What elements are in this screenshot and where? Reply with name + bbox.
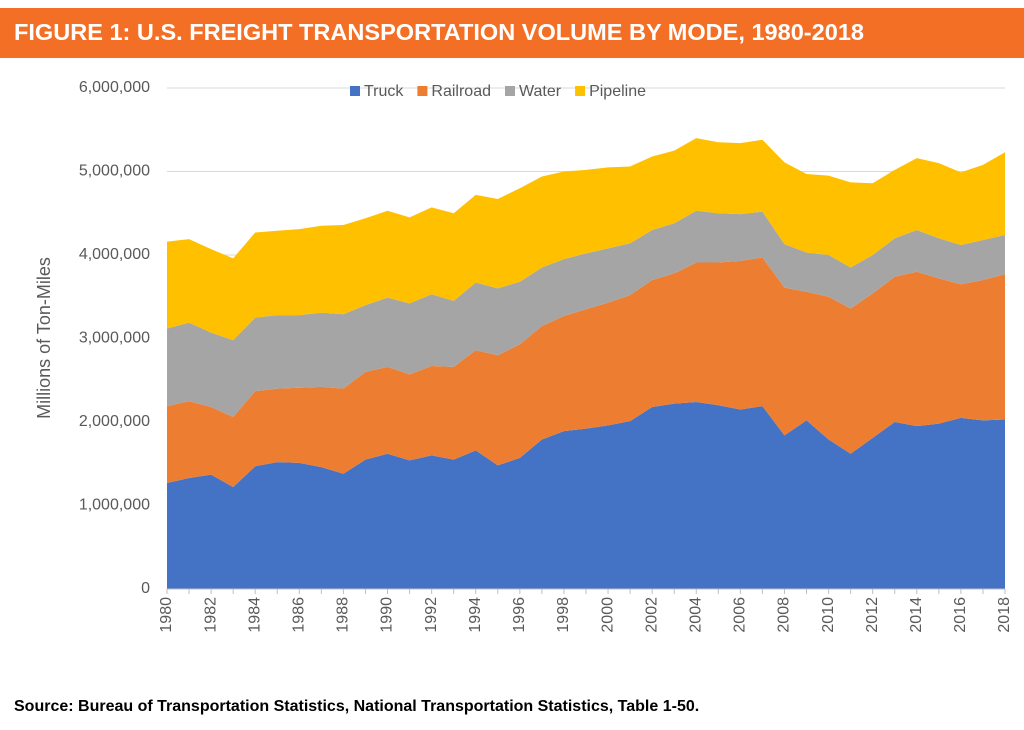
- x-tick-label: 1988: [335, 597, 352, 633]
- x-tick-label: 1994: [467, 597, 484, 633]
- x-tick-label: 1984: [246, 597, 263, 633]
- x-tick-label: 2000: [599, 597, 616, 633]
- x-tick-label: 1996: [511, 597, 528, 633]
- y-axis-title: Millions of Ton-Miles: [34, 257, 54, 419]
- legend-label: Pipeline: [589, 83, 646, 100]
- x-tick-label: 2004: [687, 597, 704, 633]
- legend-swatch: [350, 86, 360, 96]
- legend-label: Water: [519, 83, 562, 100]
- legend-swatch: [505, 86, 515, 96]
- header-bar: [0, 8, 1024, 58]
- x-tick-label: 1990: [379, 597, 396, 633]
- area: [167, 401, 1005, 589]
- x-tick-label: 1982: [202, 597, 219, 633]
- x-tick-label: 1980: [158, 597, 175, 633]
- y-tick-label: 0: [141, 580, 150, 597]
- legend-label: Railroad: [431, 83, 491, 100]
- x-tick-label: 2008: [776, 597, 793, 633]
- x-tick-label: 1998: [555, 597, 572, 633]
- x-tick-label: 1986: [291, 597, 308, 633]
- y-tick-label: 1,000,000: [79, 497, 150, 514]
- x-tick-label: 1992: [423, 597, 440, 633]
- area: [167, 138, 1005, 341]
- y-tick-label: 6,000,000: [79, 79, 150, 96]
- legend-swatch: [417, 86, 428, 96]
- area: [167, 257, 1005, 488]
- y-tick-label: 3,000,000: [79, 330, 150, 347]
- chart-title: FIGURE 1: U.S. FREIGHT TRANSPORTATION VO…: [14, 19, 864, 45]
- x-tick-label: 2014: [908, 597, 925, 633]
- y-tick-label: 2,000,000: [79, 413, 150, 430]
- x-tick-label: 2012: [864, 597, 881, 633]
- x-tick-label: 2010: [820, 597, 837, 633]
- x-tick-label: 2002: [643, 597, 660, 633]
- legend-label: Truck: [364, 83, 404, 100]
- x-tick-label: 2018: [996, 597, 1013, 633]
- x-tick-label: 2016: [952, 597, 969, 633]
- y-tick-label: 4,000,000: [79, 246, 150, 263]
- legend-swatch: [575, 86, 586, 96]
- y-tick-label: 5,000,000: [79, 163, 150, 180]
- source: Source: Bureau of Transportation Statist…: [14, 698, 699, 715]
- x-tick-label: 2006: [732, 597, 749, 633]
- area: [167, 210, 1005, 417]
